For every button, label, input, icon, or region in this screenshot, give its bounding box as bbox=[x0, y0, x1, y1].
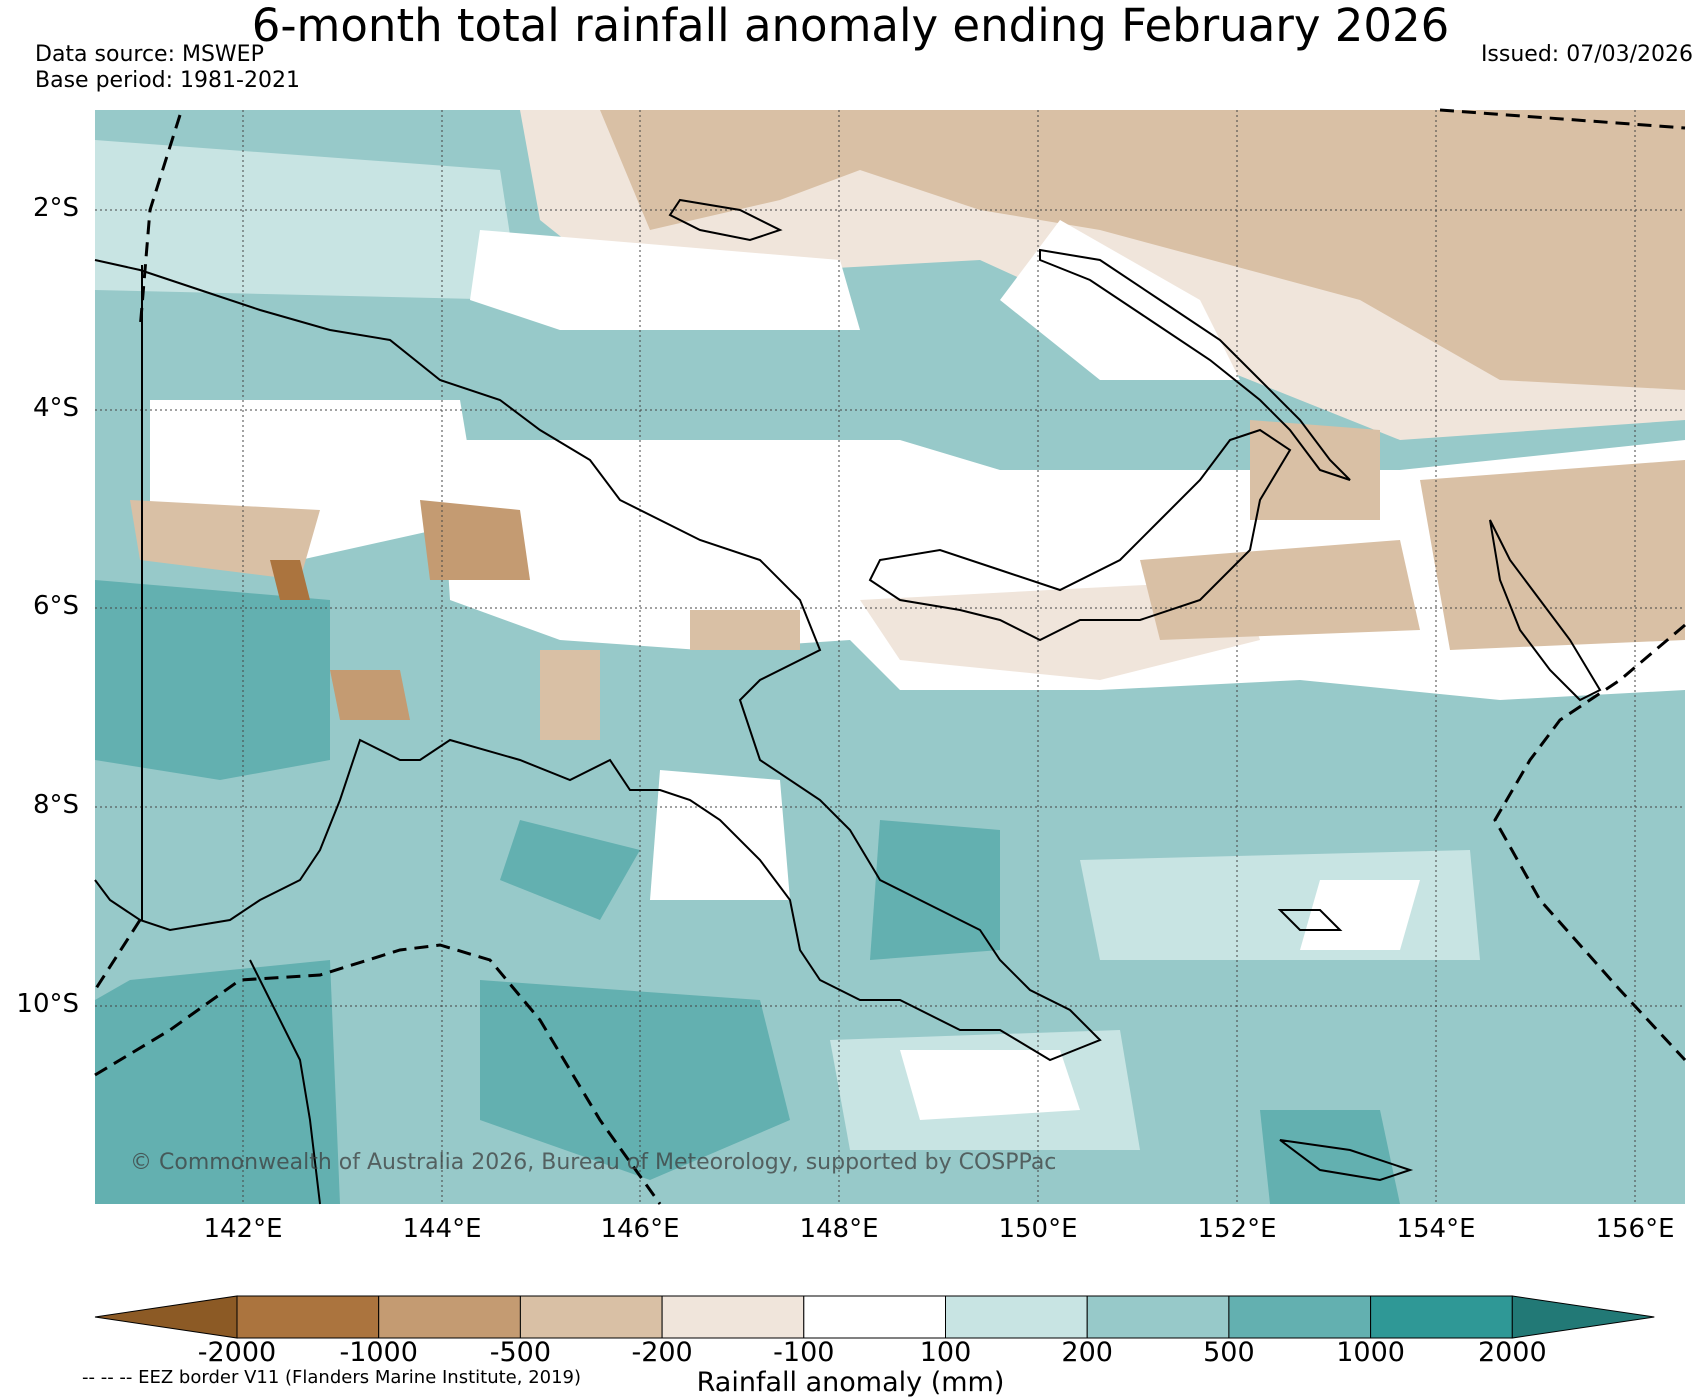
manus-coast bbox=[668, 198, 783, 242]
colorbar-tick-label: 500 bbox=[1203, 1337, 1255, 1368]
new-ireland-coast bbox=[1039, 248, 1351, 481]
colorbar-tick-label: -2000 bbox=[197, 1337, 277, 1368]
coastlines bbox=[94, 198, 1602, 1205]
colorbar-tick-label: -1000 bbox=[339, 1337, 418, 1368]
anomaly-patch bbox=[1300, 880, 1420, 950]
lon-tick-label: 156°E bbox=[1595, 1214, 1675, 1244]
anomaly-patch bbox=[500, 820, 640, 920]
colorbar-tick-label: 200 bbox=[1061, 1337, 1113, 1368]
anomaly-patch bbox=[600, 110, 1685, 390]
lon-tick-label: 150°E bbox=[998, 1214, 1078, 1244]
lat-tick-label: 4°S bbox=[32, 393, 79, 423]
anomaly-patch bbox=[900, 1050, 1080, 1120]
issued-date: Issued: 07/03/2026 bbox=[1480, 42, 1693, 67]
colorbar-extend-low bbox=[94, 1295, 238, 1339]
colorbar-segment bbox=[236, 1295, 380, 1339]
map-metadata-left: Data source: MSWEP Base period: 1981-202… bbox=[35, 42, 300, 94]
map-title: 6-month total rainfall anomaly ending Fe… bbox=[251, 0, 1450, 52]
anomaly-patch bbox=[470, 230, 860, 330]
eez-borders bbox=[93, 108, 1687, 1205]
anomaly-patch bbox=[540, 650, 600, 740]
anomaly-patch bbox=[1080, 850, 1480, 960]
anomaly-patch bbox=[870, 820, 1000, 960]
bougainville-coast bbox=[1489, 519, 1602, 702]
new-britain-coast bbox=[868, 428, 1292, 642]
lon-tick-label: 148°E bbox=[799, 1214, 879, 1244]
gridlines bbox=[95, 110, 1685, 1204]
anomaly-patch bbox=[330, 670, 410, 720]
anomaly-patch bbox=[95, 140, 520, 300]
colorbar-segment bbox=[519, 1295, 663, 1339]
data-source: Data source: MSWEP bbox=[35, 42, 264, 67]
colorbar-tick-label: -200 bbox=[631, 1337, 693, 1368]
anomaly-patch bbox=[1140, 540, 1420, 640]
island-coast bbox=[1277, 909, 1343, 931]
colorbar-tick-label: -100 bbox=[773, 1337, 835, 1368]
copyright-notice: © Commonwealth of Australia 2026, Bureau… bbox=[130, 1150, 1057, 1175]
anomaly-patch bbox=[95, 960, 340, 1204]
new-guinea-coast bbox=[94, 259, 1102, 1062]
australia-coast bbox=[249, 959, 321, 1205]
lon-tick-label: 154°E bbox=[1396, 1214, 1476, 1244]
lon-tick-label: 152°E bbox=[1197, 1214, 1277, 1244]
colorbar-segment bbox=[661, 1295, 805, 1339]
anomaly-patch bbox=[1420, 460, 1685, 650]
eez-note: -- -- -- EEZ border V11 (Flanders Marine… bbox=[82, 1367, 582, 1388]
lon-tick-label: 142°E bbox=[203, 1214, 283, 1244]
colorbar-tick-label: -500 bbox=[489, 1337, 552, 1368]
colorbar-segment bbox=[1228, 1295, 1372, 1339]
anomaly-patch bbox=[690, 610, 800, 650]
colorbar-tick-label: 100 bbox=[919, 1337, 972, 1368]
colorbar-tick-label: 2000 bbox=[1477, 1337, 1547, 1368]
anomaly-patch bbox=[1250, 420, 1380, 520]
colorbar-tick-label: 1000 bbox=[1336, 1337, 1405, 1368]
lon-tick-label: 146°E bbox=[600, 1214, 680, 1244]
colorbar-segment bbox=[1370, 1295, 1513, 1339]
anomaly-patch bbox=[95, 580, 330, 780]
colorbar-segment bbox=[378, 1295, 521, 1339]
colorbar bbox=[94, 1295, 1655, 1339]
lat-tick-label: 10°S bbox=[16, 989, 79, 1019]
anomaly-patch bbox=[1260, 1110, 1400, 1204]
colorbar-segment bbox=[945, 1295, 1088, 1339]
anomaly-patch bbox=[420, 500, 530, 580]
lon-tick-label: 144°E bbox=[402, 1214, 482, 1244]
anomaly-patch bbox=[650, 770, 790, 900]
anomaly-patch bbox=[480, 980, 790, 1180]
base-period: Base period: 1981-2021 bbox=[35, 68, 300, 93]
anomaly-patch bbox=[270, 560, 310, 600]
colorbar-segment bbox=[1086, 1295, 1230, 1339]
colorbar-segment bbox=[803, 1295, 946, 1339]
lat-tick-label: 6°S bbox=[32, 591, 79, 621]
island-coast bbox=[1279, 1139, 1414, 1182]
colorbar-extend-high bbox=[1511, 1295, 1655, 1339]
lat-tick-label: 2°S bbox=[32, 193, 79, 223]
map-field bbox=[95, 110, 1685, 1204]
lat-tick-label: 8°S bbox=[32, 790, 79, 820]
